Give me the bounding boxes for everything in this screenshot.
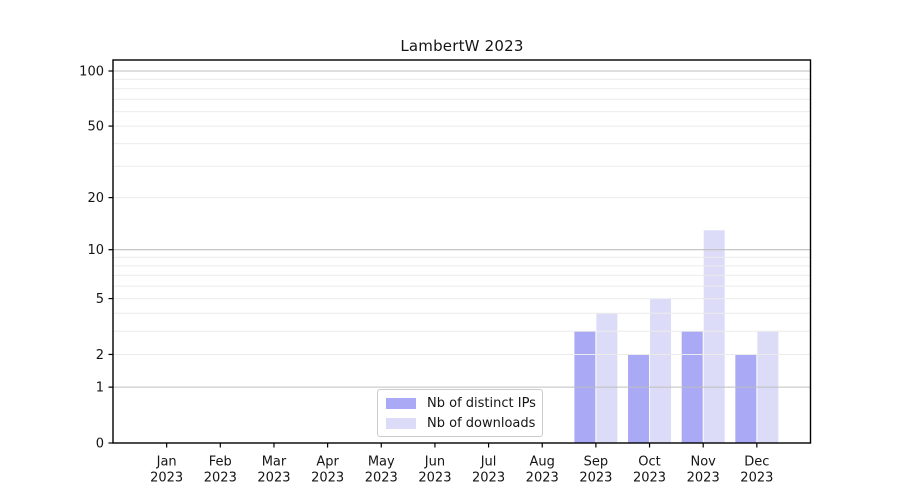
y-tick-label-10: 10 bbox=[87, 243, 104, 258]
x-tick-label-Aug: Aug 2023 bbox=[526, 455, 559, 486]
x-tick-label-Nov: Nov 2023 bbox=[687, 455, 720, 486]
legend-label-downloads: Nb of downloads bbox=[427, 415, 536, 431]
y-tick-label-20: 20 bbox=[87, 191, 104, 206]
legend-item-downloads: Nb of downloads bbox=[386, 413, 536, 433]
bar-distinct-ips-Dec bbox=[735, 354, 757, 443]
y-tick-label-100: 100 bbox=[79, 65, 104, 80]
x-tick-label-Apr: Apr 2023 bbox=[311, 455, 344, 486]
x-tick-label-Feb: Feb 2023 bbox=[204, 455, 237, 486]
legend-item-distinct-ips: Nb of distinct IPs bbox=[386, 393, 536, 413]
y-tick-label-0: 0 bbox=[96, 437, 104, 452]
x-tick-label-Dec: Dec 2023 bbox=[740, 455, 773, 486]
bar-distinct-ips-Oct bbox=[628, 354, 650, 443]
y-tick-label-1: 1 bbox=[96, 381, 104, 396]
x-tick-label-Mar: Mar 2023 bbox=[257, 455, 290, 486]
y-tick-label-50: 50 bbox=[87, 120, 104, 135]
plot-border bbox=[112, 59, 812, 444]
bar-downloads-Sep bbox=[596, 313, 618, 443]
y-tick-label-5: 5 bbox=[96, 292, 104, 307]
x-tick-label-Sep: Sep 2023 bbox=[579, 455, 612, 486]
chart-title: LambertW 2023 bbox=[400, 37, 524, 55]
y-tick-label-2: 2 bbox=[96, 348, 104, 363]
x-tick-label-Jan: Jan 2023 bbox=[150, 455, 183, 486]
legend-swatch-distinct-ips-icon bbox=[386, 397, 416, 409]
x-tick-label-Oct: Oct 2023 bbox=[633, 455, 666, 486]
bar-downloads-Oct bbox=[650, 298, 672, 443]
x-tick-label-May: May 2023 bbox=[365, 455, 398, 486]
x-tick-label-Jul: Jul 2023 bbox=[472, 455, 505, 486]
legend-label-distinct-ips: Nb of distinct IPs bbox=[427, 395, 536, 411]
bar-downloads-Nov bbox=[703, 230, 725, 443]
legend-swatch-downloads-icon bbox=[386, 417, 416, 429]
x-tick-label-Jun: Jun 2023 bbox=[418, 455, 451, 486]
legend: Nb of distinct IPs Nb of downloads bbox=[377, 389, 543, 437]
